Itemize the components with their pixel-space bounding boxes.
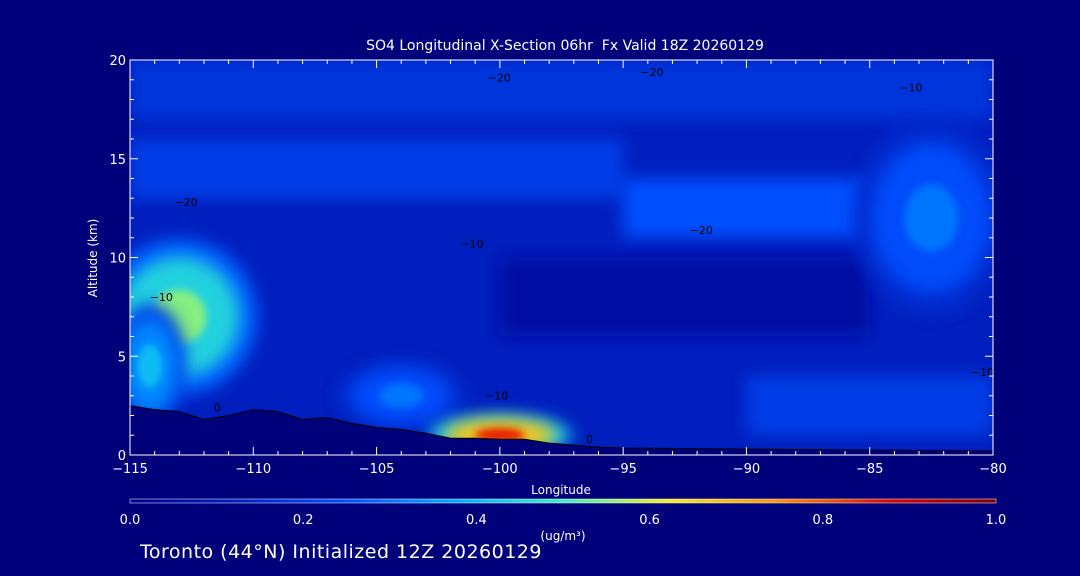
- y-axis-label: Altitude (km): [86, 219, 100, 298]
- terrain-mask: [130, 405, 993, 455]
- footer-caption: Toronto (44°N) Initialized 12Z 20260129: [140, 541, 542, 563]
- colorbar-tick-label: 0.8: [812, 513, 833, 528]
- plume-core: [378, 383, 424, 409]
- contour-label: −20: [174, 196, 197, 209]
- x-tick-label: −85: [856, 462, 883, 477]
- contour-label: −20: [488, 72, 511, 85]
- contour-label: −10: [899, 82, 922, 95]
- contour-label: 0: [586, 433, 593, 446]
- contour-label: −10: [460, 238, 483, 251]
- contour-label: −10: [485, 390, 508, 403]
- contour-label: −10: [150, 291, 173, 304]
- zero-contour-line: [130, 405, 993, 452]
- x-tick-label: −80: [979, 462, 1006, 477]
- plot-area: −20 −20 −10 −20 −10 −20 −10 −10 −10 0 0: [130, 60, 994, 455]
- x-tick-label: −115: [112, 462, 148, 477]
- y-tick-label: 20: [109, 54, 126, 69]
- concentration-band: [746, 376, 993, 436]
- plume-core: [904, 184, 959, 252]
- colorbar-tick-label: 0.0: [120, 513, 141, 528]
- y-tick-label: 5: [118, 350, 126, 365]
- x-tick-label: −95: [609, 462, 636, 477]
- contour-label: −10: [971, 366, 994, 379]
- colorbar-tick-label: 0.2: [293, 513, 314, 528]
- colorbar-tick-label: 1.0: [986, 513, 1007, 528]
- colorbar-label: (ug/m³): [540, 529, 585, 543]
- y-tick-label: 15: [109, 153, 126, 168]
- concentration-band: [130, 139, 624, 199]
- x-axis-ticks: −115 −110 −105 −100 −95 −90 −85 −80: [112, 60, 1007, 477]
- colorbar: [129, 498, 997, 504]
- x-tick-label: −100: [482, 462, 518, 477]
- x-axis-label: Longitude: [531, 483, 591, 497]
- concentration-band: [499, 257, 870, 337]
- y-tick-label: 0: [118, 449, 126, 464]
- colorbar-tick-label: 0.4: [466, 513, 487, 528]
- contour-label: −20: [690, 224, 713, 237]
- temperature-contours: −20 −20 −10 −20 −10 −20 −10 −10 −10 0 0: [150, 66, 994, 446]
- y-axis-ticks: 0 5 10 15 20: [109, 54, 993, 464]
- concentration-plumes: [130, 120, 993, 455]
- x-tick-label: −90: [733, 462, 760, 477]
- contour-label: 0: [214, 402, 221, 415]
- x-tick-label: −110: [235, 462, 271, 477]
- colorbar-ticks: 0.0 0.2 0.4 0.6 0.8 1.0: [120, 513, 1007, 528]
- concentration-band: [130, 60, 993, 120]
- y-tick-label: 10: [109, 252, 126, 267]
- colorbar-tick-label: 0.6: [639, 513, 660, 528]
- chart-title: SO4 Longitudinal X-Section 06hr Fx Valid…: [366, 38, 764, 54]
- plume-core: [137, 344, 163, 388]
- x-tick-label: −105: [359, 462, 395, 477]
- contour-label: −20: [640, 66, 663, 79]
